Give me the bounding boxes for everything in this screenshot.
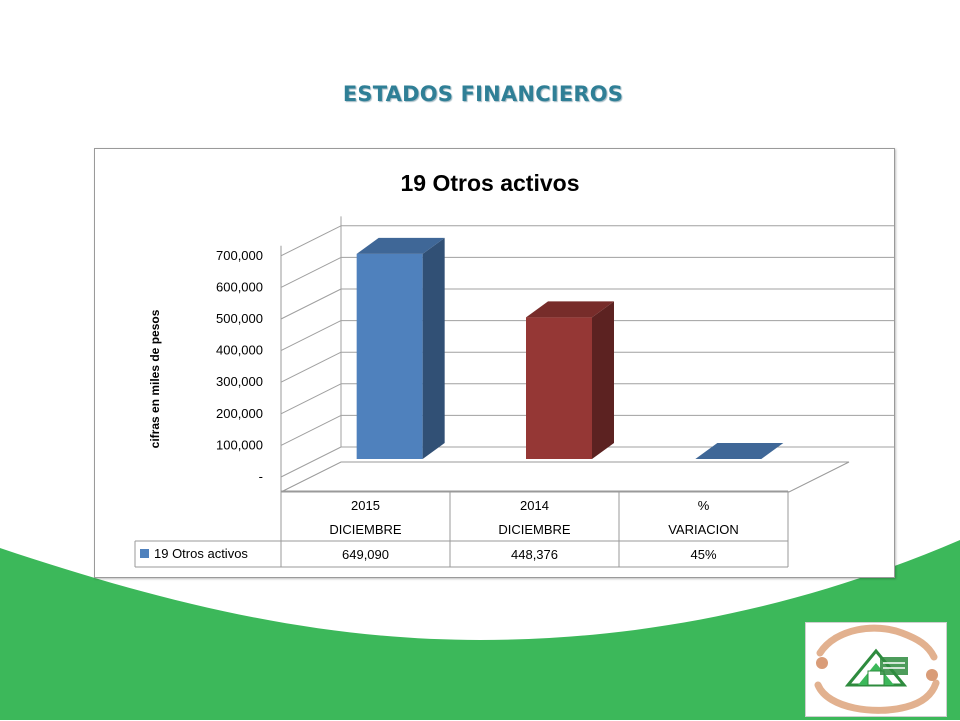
bar-side: [422, 237, 445, 459]
bar-top: [695, 442, 784, 459]
hands-house-logo-icon: [814, 624, 940, 714]
chart-area: - 100,000 200,000 300,000 400,000 500,000 600,…: [94, 148, 895, 578]
bars-group: [356, 237, 784, 459]
bar-side: [592, 301, 614, 459]
bar-0: [356, 237, 445, 459]
hospital-logo: [805, 622, 947, 717]
gridline-side: [280, 414, 342, 446]
green-wave-band: [0, 540, 960, 720]
chart-svg: - 100,000 200,000 300,000 400,000 500,000 600,…: [134, 170, 894, 568]
y-tick-label: 400,000: [216, 343, 263, 358]
gridline-side: [280, 256, 342, 288]
x-category-sublabel: DICIEMBRE: [498, 522, 571, 537]
data-table: 2015 DICIEMBRE 649,090 2014 DICIEMBRE 448,376…: [134, 490, 789, 568]
x-category-label: %: [698, 498, 710, 513]
gridline-side: [280, 288, 342, 320]
y-axis-label: cifras en miles de pesos: [148, 309, 162, 448]
y-tick-label: 200,000: [216, 406, 263, 421]
bar-top: [526, 301, 614, 318]
bar-1: [526, 301, 614, 459]
data-label: 45%: [690, 547, 716, 562]
y-axis-ticks: - 100,000 200,000 300,000 400,000 500,000 600,…: [216, 248, 263, 484]
y-tick-label: -: [259, 469, 263, 484]
y-tick-label: 300,000: [216, 374, 263, 389]
y-tick-label: 700,000: [216, 248, 263, 263]
x-category-label: 2014: [520, 498, 549, 513]
data-label: 448,376: [511, 547, 558, 562]
gridline-side: [280, 225, 342, 257]
x-category-sublabel: DICIEMBRE: [329, 522, 402, 537]
y-tick-label: 100,000: [216, 437, 263, 452]
gridline-side: [280, 383, 342, 415]
y-tick-label: 500,000: [216, 311, 263, 326]
chart-floor: [280, 461, 850, 493]
bar-front: [526, 317, 592, 459]
bar-front: [356, 253, 423, 459]
bar-2: [695, 442, 784, 459]
y-tick-label: 600,000: [216, 279, 263, 294]
gridline-side: [280, 351, 342, 383]
x-category-label: 2015: [351, 498, 380, 513]
gridline-side: [280, 446, 342, 478]
data-label: 649,090: [342, 547, 389, 562]
legend-swatch: [140, 549, 149, 558]
slide-title: ESTADOS FINANCIEROS: [342, 82, 624, 106]
bar-top: [356, 237, 445, 254]
chart-3d-walls: [280, 245, 850, 493]
x-category-sublabel: VARIACION: [668, 522, 739, 537]
chart-title: 19 Otros activos: [401, 170, 580, 196]
gridline-side: [280, 320, 342, 352]
legend-label: 19 Otros activos: [154, 546, 248, 561]
